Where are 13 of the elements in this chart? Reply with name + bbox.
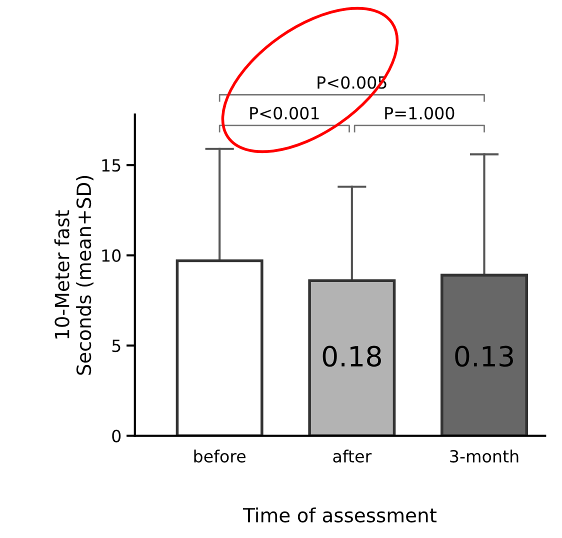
annotation: P<0.001	[250, 106, 319, 120]
y-tick-label: 0	[112, 430, 121, 442]
y-tick-label: 10	[102, 249, 121, 262]
annotation: 0.18	[322, 346, 381, 367]
y-tick-label: 5	[112, 340, 120, 352]
x-tick-label: after	[333, 450, 372, 463]
y-axis-title: 10-Meter fast Seconds (mean+SD)	[54, 176, 94, 375]
annotation: P=1.000	[385, 106, 454, 120]
y-tick-label: 15	[102, 159, 120, 172]
x-tick-label: before	[194, 450, 246, 463]
x-tick-label: 3-month	[450, 450, 518, 463]
x-axis-title: Time of assessment	[242, 507, 437, 523]
annotation: 0.13	[455, 346, 513, 367]
